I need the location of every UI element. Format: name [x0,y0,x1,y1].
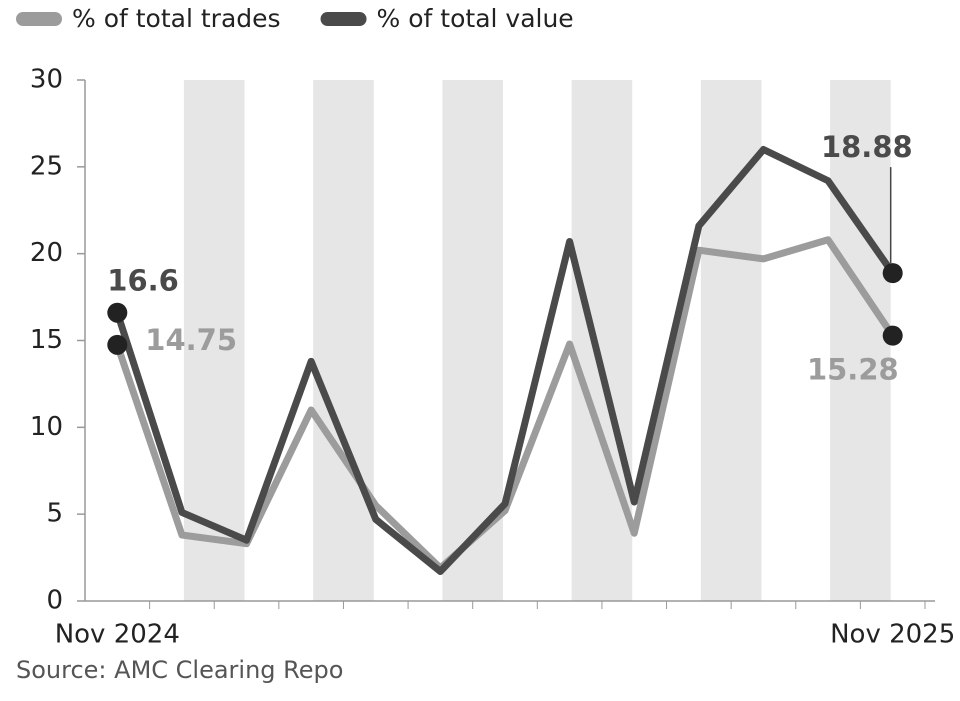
y-tick-label: 30 [30,65,63,95]
value-label: 14.75 [145,323,237,357]
y-tick-label: 10 [30,412,63,442]
y-tick-label: 0 [46,586,63,616]
y-tick-label: 20 [30,238,63,268]
value-label: 18.88 [821,130,913,164]
legend-swatch [16,12,62,26]
stripe [313,80,374,601]
legend-label: % of total value [377,4,574,33]
chart: Source: AMC Clearing Repo 0 5 10 15 20 25 30 No… [0,0,960,701]
point [107,303,127,323]
value-label: 15.28 [807,353,899,387]
y-tick-label: 25 [30,151,63,181]
point [883,326,903,346]
point [107,335,127,355]
stripe [572,80,633,601]
y-tick-label: 5 [46,499,63,529]
x-tick-label: Nov 2025 [830,620,955,650]
legend-swatch [321,12,367,26]
source: Source: AMC Clearing Repo [16,656,343,684]
y-tick-label: 15 [30,325,63,355]
value-label: 16.6 [107,264,179,298]
x-tick-label: Nov 2024 [55,620,180,650]
legend-label: % of total trades [72,4,281,33]
point [883,263,903,283]
